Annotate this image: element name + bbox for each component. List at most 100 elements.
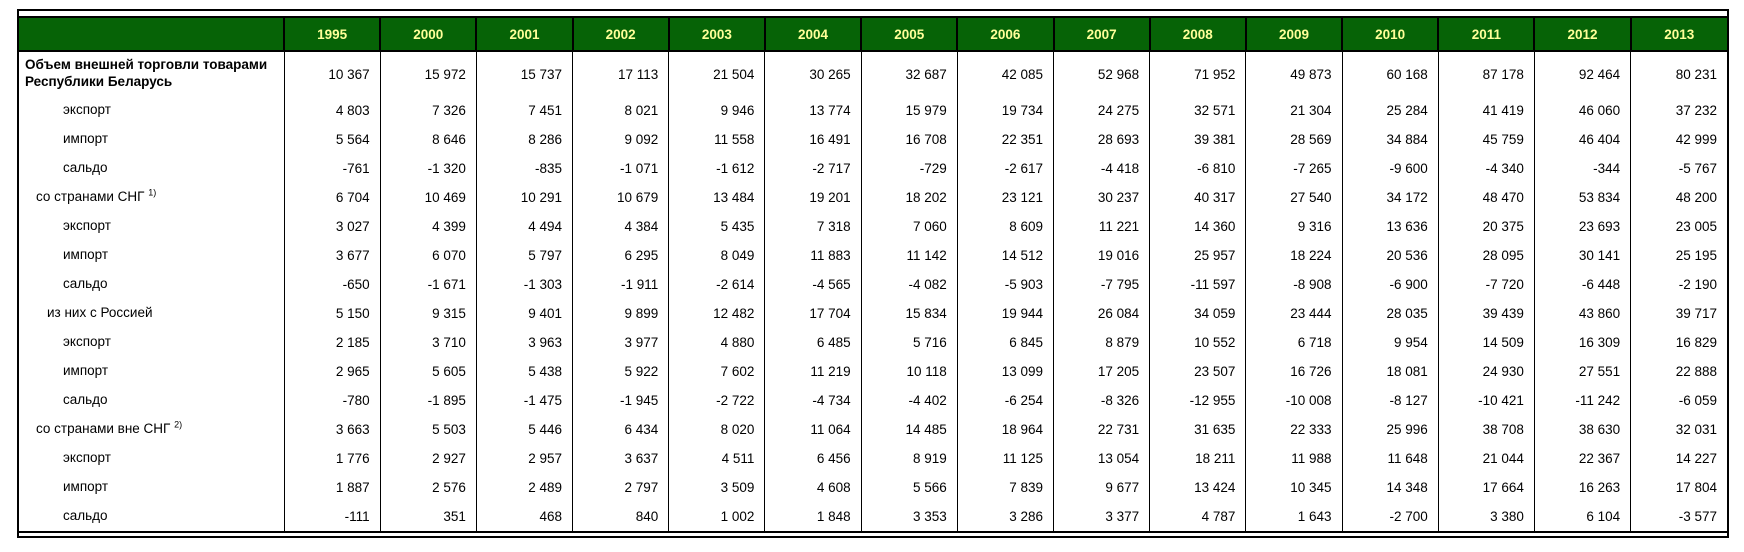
value-cell: 18 211 bbox=[1149, 444, 1247, 473]
value-cell: 11 883 bbox=[764, 241, 862, 270]
row-label-text: импорт bbox=[63, 247, 109, 263]
value-cell: -1 895 bbox=[380, 386, 477, 415]
value-cell: 16 708 bbox=[861, 125, 958, 154]
value-cell: 23 507 bbox=[1149, 357, 1247, 386]
value-cell: 6 704 bbox=[284, 183, 381, 212]
value-cell: 3 377 bbox=[1053, 502, 1151, 533]
value-cell: 10 679 bbox=[572, 183, 670, 212]
table-row: импорт 3 677 6 070 5 797 6 295 8 049 11 883 11 … bbox=[19, 241, 1727, 270]
value-cell: -2 190 bbox=[1678, 277, 1717, 292]
value-cell: 48 470 bbox=[1438, 183, 1535, 212]
value-cell: 6 295 bbox=[572, 241, 670, 270]
value-cell: -11 242 bbox=[1534, 386, 1632, 415]
value-cell: 13 054 bbox=[1053, 444, 1151, 473]
value-cell: 15 972 bbox=[380, 51, 477, 96]
value-cell: 10 345 bbox=[1245, 473, 1343, 502]
row-label: сальдо bbox=[19, 270, 285, 299]
value-cell: 4 803 bbox=[284, 96, 381, 125]
value-cell: 25 996 bbox=[1342, 415, 1439, 444]
value-cell: 1 643 bbox=[1245, 502, 1343, 533]
value-cell: 30 237 bbox=[1053, 183, 1151, 212]
value-cell: -10 421 bbox=[1438, 386, 1535, 415]
value-cell: 19 016 bbox=[1053, 241, 1151, 270]
value-cell: -4 734 bbox=[764, 386, 862, 415]
value-cell: 4 511 bbox=[668, 444, 766, 473]
value-cell: 10 552 bbox=[1149, 328, 1247, 357]
value-cell: 52 968 bbox=[1053, 51, 1151, 96]
value-cell: 39 717 bbox=[1675, 306, 1717, 321]
row-label-text: сальдо bbox=[63, 508, 108, 524]
value-cell: 6 485 bbox=[764, 328, 862, 357]
value-cell: -1 945 bbox=[572, 386, 670, 415]
year-header: 2010 bbox=[1341, 16, 1440, 52]
value-cell: 21 504 bbox=[668, 51, 766, 96]
value-cell: 19 944 bbox=[957, 299, 1055, 328]
row-label: импорт bbox=[19, 241, 285, 270]
value-cell: 48 200 bbox=[1675, 190, 1717, 205]
value-cell: 11 558 bbox=[668, 125, 766, 154]
value-cell: 11 221 bbox=[1053, 212, 1151, 241]
value-cell: 3 509 bbox=[668, 473, 766, 502]
row-label-text: экспорт bbox=[63, 450, 111, 466]
value-cell: 8 919 bbox=[861, 444, 958, 473]
value-cell: -4 340 bbox=[1438, 154, 1535, 183]
value-cell: -6 448 bbox=[1534, 270, 1632, 299]
value-cell: -6 059 bbox=[1678, 393, 1717, 408]
value-cell: 15 737 bbox=[476, 51, 574, 96]
row-label-text: экспорт bbox=[63, 102, 111, 118]
value-cell: 42 999 bbox=[1675, 132, 1717, 147]
value-cell: 3 286 bbox=[957, 502, 1055, 533]
year-header: 2002 bbox=[571, 16, 670, 52]
value-cell: 17 113 bbox=[572, 51, 670, 96]
value-cell: 9 954 bbox=[1342, 328, 1439, 357]
row-label-text: импорт bbox=[63, 363, 109, 379]
value-cell: 31 635 bbox=[1149, 415, 1247, 444]
value-cell: 8 609 bbox=[957, 212, 1055, 241]
value-cell: 5 605 bbox=[380, 357, 477, 386]
value-cell: 14 348 bbox=[1342, 473, 1439, 502]
value-cell: 10 118 bbox=[861, 357, 958, 386]
table-row: импорт 1 887 2 576 2 489 2 797 3 509 4 608 5 56… bbox=[19, 473, 1727, 502]
value-cell: -6 900 bbox=[1342, 270, 1439, 299]
value-cell: 87 178 bbox=[1438, 51, 1535, 96]
value-cell: 46 060 bbox=[1534, 96, 1632, 125]
value-cell: 5 446 bbox=[476, 415, 574, 444]
value-cell: 30 265 bbox=[764, 51, 862, 96]
value-cell: 28 693 bbox=[1053, 125, 1151, 154]
value-cell: -1 071 bbox=[572, 154, 670, 183]
value-cell: 18 964 bbox=[957, 415, 1055, 444]
table-row: экспорт 2 185 3 710 3 963 3 977 4 880 6 485 5 7… bbox=[19, 328, 1727, 357]
value-cell: 840 bbox=[572, 502, 670, 533]
data-table: 1995 2000 2001 2002 2003 2004 2005 2006 2007 2008… bbox=[19, 16, 1727, 533]
value-cell: 8 646 bbox=[380, 125, 477, 154]
value-cell: -11 597 bbox=[1149, 270, 1247, 299]
value-cell: 32 571 bbox=[1149, 96, 1247, 125]
value-cell: 19 734 bbox=[957, 96, 1055, 125]
value-cell: -8 127 bbox=[1342, 386, 1439, 415]
value-cell: 9 401 bbox=[476, 299, 574, 328]
value-cell: 8 286 bbox=[476, 125, 574, 154]
value-cell: 11 219 bbox=[764, 357, 862, 386]
value-cell: -835 bbox=[476, 154, 574, 183]
row-label-text: экспорт bbox=[63, 218, 111, 234]
header-row: 1995 2000 2001 2002 2003 2004 2005 2006 2007 2008… bbox=[19, 16, 1727, 52]
value-cell: 7 451 bbox=[476, 96, 574, 125]
value-cell: 21 304 bbox=[1245, 96, 1343, 125]
value-cell: 7 839 bbox=[957, 473, 1055, 502]
value-cell: 42 085 bbox=[957, 51, 1055, 96]
value-cell: 3 637 bbox=[572, 444, 670, 473]
value-cell: 5 438 bbox=[476, 357, 574, 386]
value-cell: 11 064 bbox=[764, 415, 862, 444]
value-cell: 11 988 bbox=[1245, 444, 1343, 473]
value-cell: 9 316 bbox=[1245, 212, 1343, 241]
value-cell: 16 829 bbox=[1675, 335, 1717, 350]
table-body: Объем внешней торговли товарами Республи… bbox=[19, 51, 1727, 533]
value-cell: 14 509 bbox=[1438, 328, 1535, 357]
value-cell: -2 722 bbox=[668, 386, 766, 415]
year-header: 2009 bbox=[1244, 16, 1344, 52]
value-cell: 15 979 bbox=[861, 96, 958, 125]
corner-cell bbox=[19, 16, 285, 52]
value-cell: 28 095 bbox=[1438, 241, 1535, 270]
row-label: экспорт bbox=[19, 328, 285, 357]
value-cell: 11 648 bbox=[1342, 444, 1439, 473]
